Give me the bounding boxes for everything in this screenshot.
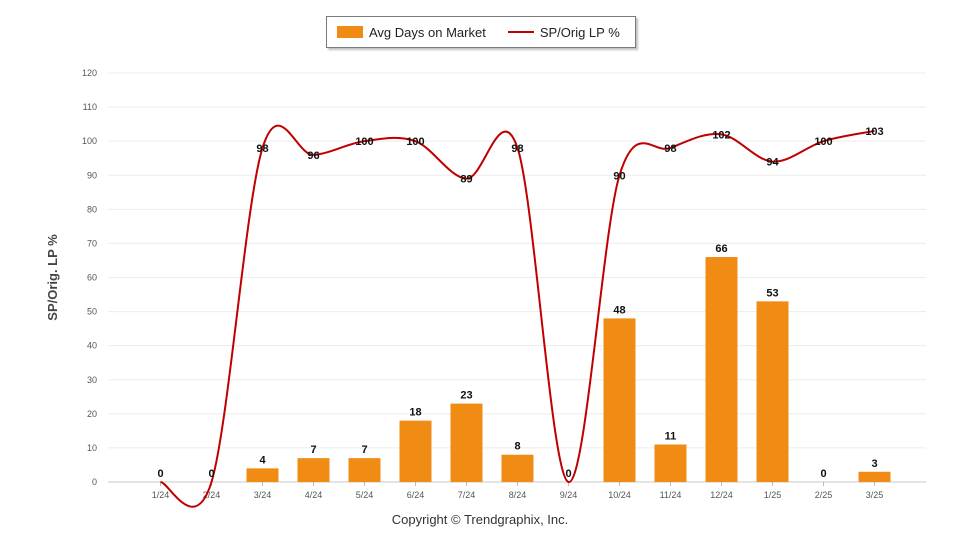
x-tick-label: 1/24 [152,490,170,500]
line-value-label: 98 [511,143,523,155]
line-value-label: 94 [766,157,779,169]
x-tick-label: 3/24 [254,490,272,500]
y-tick-label: 20 [87,409,97,419]
line-value-label: 100 [406,136,424,148]
y-tick-label: 120 [82,68,97,78]
x-tick-label: 5/24 [356,490,374,500]
line-value-label: 100 [814,136,832,148]
bar-value-label: 8 [514,441,520,453]
bar-value-label: 4 [259,454,266,466]
y-tick-label: 10 [87,443,97,453]
bar [858,471,891,482]
y-tick-label: 100 [82,136,97,146]
legend-line-label: SP/Orig LP % [539,24,620,40]
y-tick-label: 110 [83,102,97,112]
legend-bar-swatch [337,26,363,38]
bar [297,458,330,482]
line-value-label: 102 [712,129,730,141]
bar [501,454,534,482]
y-tick-label: 70 [87,238,97,248]
bar [654,444,687,482]
bar-series [246,257,891,482]
x-tick-label: 2/25 [815,490,833,500]
bar [450,403,483,482]
x-tick-label: 11/24 [660,490,682,500]
bar-value-label: 11 [665,431,677,443]
bar-value-label: 0 [565,468,571,480]
x-tick-label: 9/24 [560,490,578,500]
y-tick-label: 60 [87,273,97,283]
bar-value-label: 0 [157,468,163,480]
bar-value-label: 23 [460,390,472,402]
line-value-label: 90 [613,170,625,182]
bar-value-label: 0 [208,468,214,480]
bar-value-label: 0 [820,468,826,480]
line-value-label: 100 [355,136,373,148]
line-path [160,124,875,508]
x-tick-label: 12/24 [710,490,733,500]
data-labels: 0 0 4 7 7 18 23 8 0 48 11 66 53 0 3 98 96 100 100 89 98 90 98 1… [157,126,883,480]
y-axis: 0 10 20 30 40 50 60 70 80 90 100 110 120 SP/Orig. LP … [45,68,97,487]
legend-item-bar: Avg Days on Market [327,25,486,40]
x-tick-label: 10/24 [608,490,631,500]
copyright-text: Copyright © Trendgraphix, Inc. [391,512,569,527]
x-tick-label: 4/24 [305,490,323,500]
y-tick-label: 90 [87,170,97,180]
bar-value-label: 7 [361,444,367,456]
legend-item-line: SP/Orig LP % [486,25,620,40]
bar-value-label: 7 [310,444,316,456]
bar [603,318,636,482]
line-value-label: 103 [865,126,883,138]
x-tick-label: 3/25 [866,490,884,500]
chart-legend: Avg Days on Market SP/Orig LP % [326,16,636,48]
bar [705,257,738,482]
y-tick-label: 80 [87,204,97,214]
bar-value-label: 53 [766,287,778,299]
bar-value-label: 66 [715,243,727,255]
line-value-label: 96 [307,150,319,162]
legend-line-swatch [507,31,534,33]
x-tick-label: 6/24 [407,490,425,500]
y-tick-label: 40 [87,341,97,351]
x-tick-label: 7/24 [458,490,476,500]
y-tick-label: 0 [92,477,97,487]
grid-lines [108,72,926,483]
bar [348,458,381,482]
y-tick-label: 50 [87,307,97,317]
bar-value-label: 3 [871,458,877,470]
line-value-label: 98 [256,143,268,155]
x-axis: 1/24 2/24 3/24 4/24 5/24 6/24 7/24 8/24 9/24 10/2… [152,482,884,500]
x-tick-label: 2/24 [203,490,221,500]
y-axis-title: SP/Orig. LP % [45,234,60,321]
y-tick-label: 30 [87,375,97,385]
legend-bar-label: Avg Days on Market [369,24,486,40]
bar-value-label: 18 [409,407,421,419]
bar [756,301,789,482]
x-tick-label: 8/24 [509,490,527,500]
line-value-label: 89 [460,174,472,186]
bar-value-label: 48 [613,304,625,316]
line-value-label: 98 [664,143,676,155]
line-series [160,124,875,508]
x-tick-label: 1/25 [764,490,782,500]
bar [399,420,432,482]
bar [246,468,279,482]
